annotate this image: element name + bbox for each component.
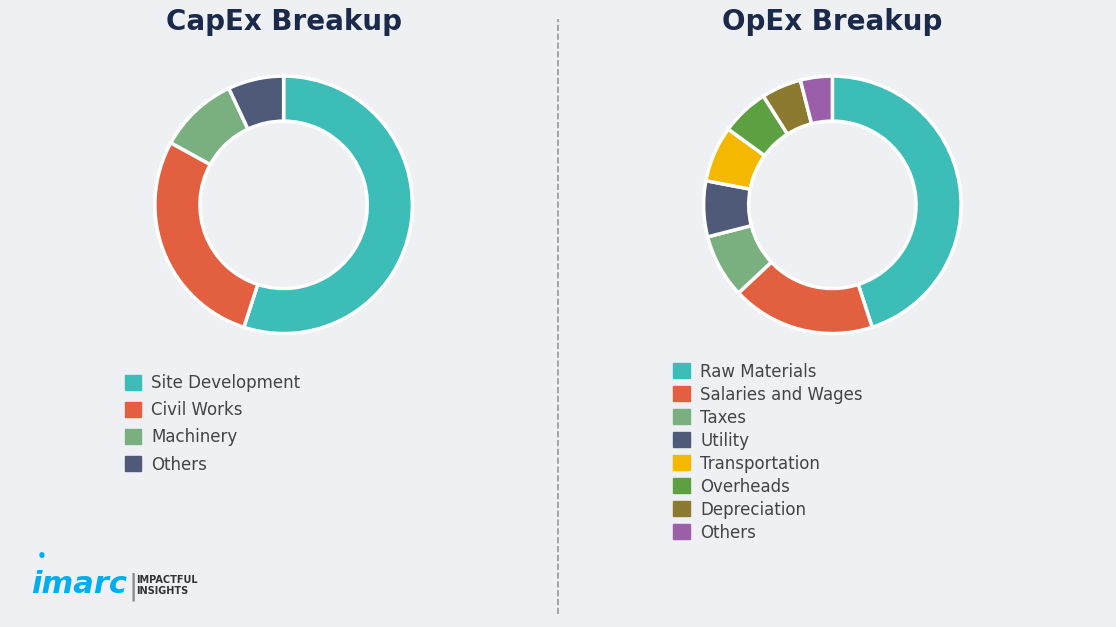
Wedge shape xyxy=(155,143,258,327)
Wedge shape xyxy=(800,76,833,124)
Legend: Site Development, Civil Works, Machinery, Others: Site Development, Civil Works, Machinery… xyxy=(125,374,300,473)
Wedge shape xyxy=(729,96,788,155)
Text: |: | xyxy=(128,572,137,601)
Wedge shape xyxy=(708,226,771,293)
Text: IMPACTFUL: IMPACTFUL xyxy=(136,575,198,585)
Wedge shape xyxy=(703,181,751,237)
Wedge shape xyxy=(229,76,283,129)
Wedge shape xyxy=(706,129,764,189)
Text: INSIGHTS: INSIGHTS xyxy=(136,586,189,596)
Text: imarc: imarc xyxy=(31,569,127,599)
Wedge shape xyxy=(763,80,811,134)
Title: OpEx Breakup: OpEx Breakup xyxy=(722,8,943,36)
Wedge shape xyxy=(833,76,961,327)
Title: CapEx Breakup: CapEx Breakup xyxy=(165,8,402,36)
Wedge shape xyxy=(171,88,248,164)
Text: •: • xyxy=(37,549,47,564)
Wedge shape xyxy=(243,76,413,334)
Legend: Raw Materials, Salaries and Wages, Taxes, Utility, Transportation, Overheads, De: Raw Materials, Salaries and Wages, Taxes… xyxy=(673,362,863,542)
Wedge shape xyxy=(739,262,873,334)
